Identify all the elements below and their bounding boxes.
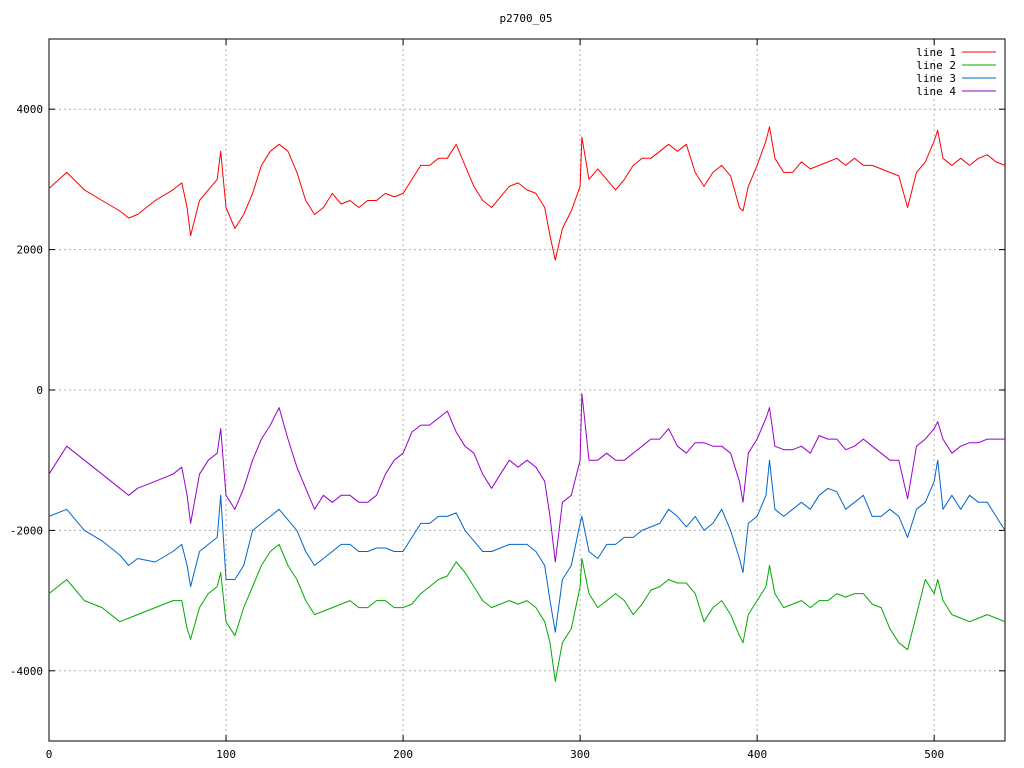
series-line-1 [48,126,1006,261]
x-tick-label: 400 [747,748,767,761]
legend-label-4: line 4 [916,85,956,98]
legend-label-2: line 2 [916,59,956,72]
series-lines [48,126,1006,682]
y-tick-label: 2000 [17,244,44,257]
x-tick-label: 300 [570,748,590,761]
legend-label-3: line 3 [916,72,956,85]
y-tick-label: 0 [36,384,43,397]
axis-ticks: 0 100 200 300 400 500 -4000 -2000 0 2000 4000 [10,39,1005,761]
plot-frame [48,38,1006,742]
x-tick-label: 200 [393,748,413,761]
y-tick-label: -2000 [10,524,43,537]
legend-label-1: line 1 [916,46,956,59]
series-line-3 [48,459,1006,633]
x-tick-label: 0 [46,748,53,761]
y-tick-label: -4000 [10,665,43,678]
chart-title: p2700_05 [500,12,553,25]
x-tick-label: 100 [216,748,236,761]
series-line-4 [48,393,1005,563]
series-line-2 [48,543,1006,682]
grid-lines [49,39,1005,741]
y-tick-label: 4000 [17,103,44,116]
x-tick-label: 500 [924,748,944,761]
